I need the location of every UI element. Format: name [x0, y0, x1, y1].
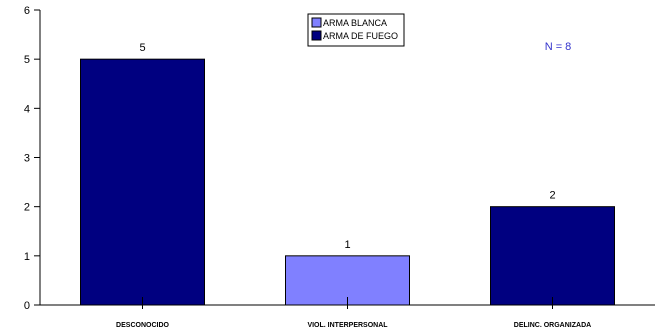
x-category-label: DELINC. ORGANIZADA — [514, 322, 591, 329]
y-tick-label: 4 — [24, 103, 30, 115]
bar-value-label: 5 — [139, 42, 145, 54]
bar-value-label: 1 — [344, 239, 350, 251]
y-tick-label: 3 — [24, 153, 30, 165]
y-tick-label: 1 — [24, 251, 30, 263]
x-category-label: VIOL. INTERPERSONAL — [307, 322, 388, 329]
y-tick-label: 6 — [24, 5, 30, 17]
bar — [285, 255, 410, 306]
legend-box — [307, 13, 405, 47]
legend: ARMA BLANCA ARMA DE FUEGO — [307, 13, 405, 47]
bars: 5 1 2 — [80, 42, 615, 306]
sample-size-annotation: N = 8 — [545, 41, 572, 53]
bar — [80, 58, 205, 306]
y-tick-label: 0 — [24, 300, 30, 312]
legend-label: ARMA DE FUEGO — [323, 31, 398, 41]
legend-label: ARMA BLANCA — [323, 18, 387, 28]
legend-swatch — [311, 30, 322, 41]
x-category-label: DESCONOCIDO — [116, 322, 169, 329]
bar-value-label: 2 — [549, 190, 555, 202]
y-tick-label: 2 — [24, 202, 30, 214]
y-tick-label: 5 — [24, 54, 30, 66]
legend-swatch — [311, 17, 322, 28]
bar — [490, 206, 615, 306]
